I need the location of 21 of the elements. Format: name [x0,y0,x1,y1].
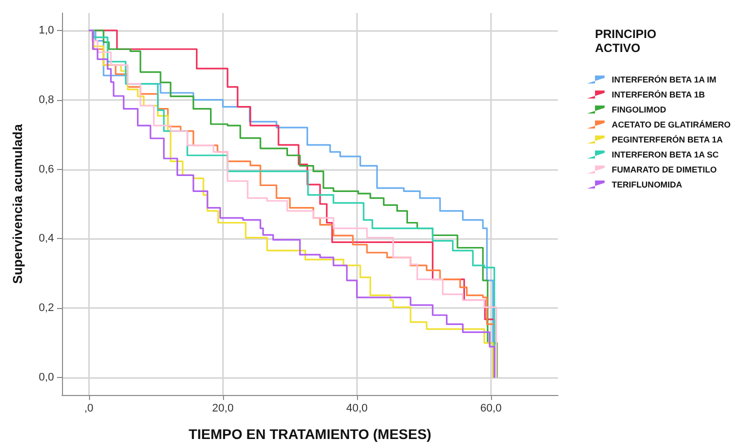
legend-label: INTERFERÓN BETA 1A IM [612,74,716,84]
legend-label: TERIFLUNOMIDA [612,180,682,190]
legend-label: PEGINTERFERÓN BETA 1A [612,134,723,144]
y-tick-label: 1,0 [38,24,54,36]
x-tick-label: ,0 [84,402,94,414]
x-tick-label: 60,0 [480,402,502,414]
y-tick-label: 0,4 [38,232,54,245]
y-tick-label: 0,8 [38,94,54,106]
legend-label: FINGOLIMOD [612,104,666,114]
legend-label: FUMARATO DE DIMETILO [612,164,718,174]
legend-label: INTERFERÓN BETA 1B [612,90,705,100]
x-axis-title: TIEMPO EN TRATAMIENTO (MESES) [188,426,432,442]
x-tick-label: 40,0 [346,402,368,414]
x-tick-label: 20,0 [212,402,234,414]
legend-label: INTERFERON BETA 1A SC [612,150,719,160]
legend-label: ACETATO DE GLATIRÁMERO [612,120,732,130]
y-tick-label: 0,0 [38,372,54,384]
legend-title: PRINCIPIO ACTIVO [595,27,660,55]
y-axis-title: Supervivencia acumulada [10,123,25,284]
y-tick-label: 0,6 [38,163,54,176]
y-tick-label: 0,2 [38,302,54,314]
